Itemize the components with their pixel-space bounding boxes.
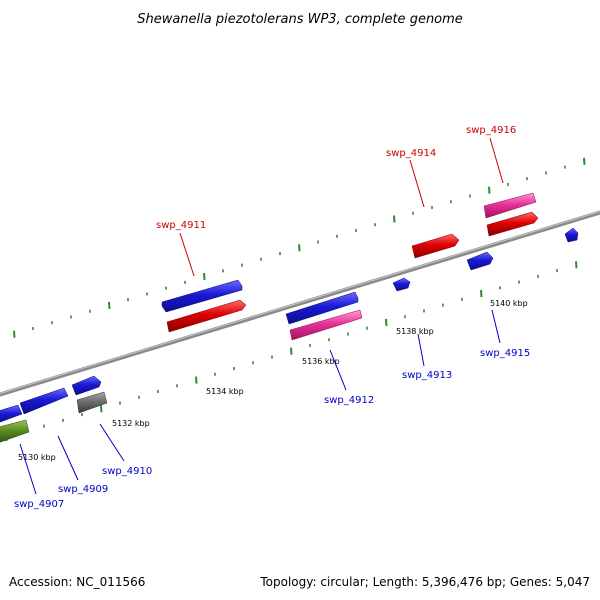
gene-swp_4911-shape[interactable]: [161, 279, 243, 313]
gene-label-swp_4909[interactable]: swp_4909: [58, 484, 108, 495]
tick-mark: [100, 405, 103, 413]
gene-swp_4916b-shape[interactable]: [486, 211, 539, 237]
tick-mark: [385, 318, 388, 326]
gene-label-swp_4916[interactable]: swp_4916: [466, 125, 516, 136]
leader-lines: [19, 137, 504, 495]
scale-label-5136: 5136 kbp: [302, 357, 340, 366]
tick-mark: [13, 330, 16, 338]
gene-swp_4910b-shape[interactable]: [76, 391, 108, 414]
tick-mark: [575, 261, 578, 269]
gene-swp_4907-shape[interactable]: [0, 404, 23, 424]
gene-label-swp_4915[interactable]: swp_4915: [480, 348, 530, 359]
tick-mark: [583, 157, 586, 165]
tick-mark: [488, 186, 491, 194]
gene-label-swp_4911[interactable]: swp_4911: [156, 220, 206, 231]
genome-backbone-highlight: [0, 210, 600, 395]
gene-green-shape[interactable]: [0, 419, 30, 444]
gene-swp_4913-shape[interactable]: [392, 277, 411, 292]
summary-text: Topology: circular; Length: 5,396,476 bp…: [259, 575, 590, 589]
gene-right-edge-shape[interactable]: [564, 227, 579, 243]
gene-label-swp_4912[interactable]: swp_4912: [324, 395, 374, 406]
gene-swp_4914-shape[interactable]: [411, 233, 460, 259]
map-title: Shewanella piezotolerans WP3, complete g…: [137, 12, 463, 27]
gene-label-swp_4910[interactable]: swp_4910: [102, 466, 152, 477]
gene-swp_4912-shape[interactable]: [285, 291, 359, 325]
tick-mark: [393, 215, 396, 223]
tick-mark: [480, 290, 483, 298]
gene-swp_4912b-shape[interactable]: [289, 309, 363, 341]
tick-mark: [290, 347, 293, 355]
gene-swp_4909-shape[interactable]: [19, 387, 69, 415]
tick-mark: [195, 376, 198, 384]
tick-mark: [203, 273, 206, 281]
gene-swp_4910-shape[interactable]: [71, 375, 102, 396]
scale-label-5134: 5134 kbp: [206, 387, 244, 396]
genome-backbone: [0, 210, 600, 397]
gene-swp_4915-shape[interactable]: [466, 251, 494, 271]
upper-tick-row: [13, 157, 586, 338]
gene-swp_4911b-shape[interactable]: [166, 299, 247, 333]
scale-label-5130: 5130 kbp: [18, 453, 56, 462]
tick-mark: [298, 244, 301, 252]
gene-label-swp_4914[interactable]: swp_4914: [386, 148, 436, 159]
gene-swp_4916-shape[interactable]: [483, 192, 537, 219]
scale-label-5132: 5132 kbp: [112, 419, 150, 428]
accession-text: Accession: NC_011566: [9, 575, 145, 589]
scale-label-5138: 5138 kbp: [396, 327, 434, 336]
gene-label-swp_4913[interactable]: swp_4913: [402, 370, 452, 381]
scale-label-5140: 5140 kbp: [490, 299, 528, 308]
gene-label-swp_4907[interactable]: swp_4907: [14, 499, 64, 510]
tick-mark: [108, 301, 111, 309]
